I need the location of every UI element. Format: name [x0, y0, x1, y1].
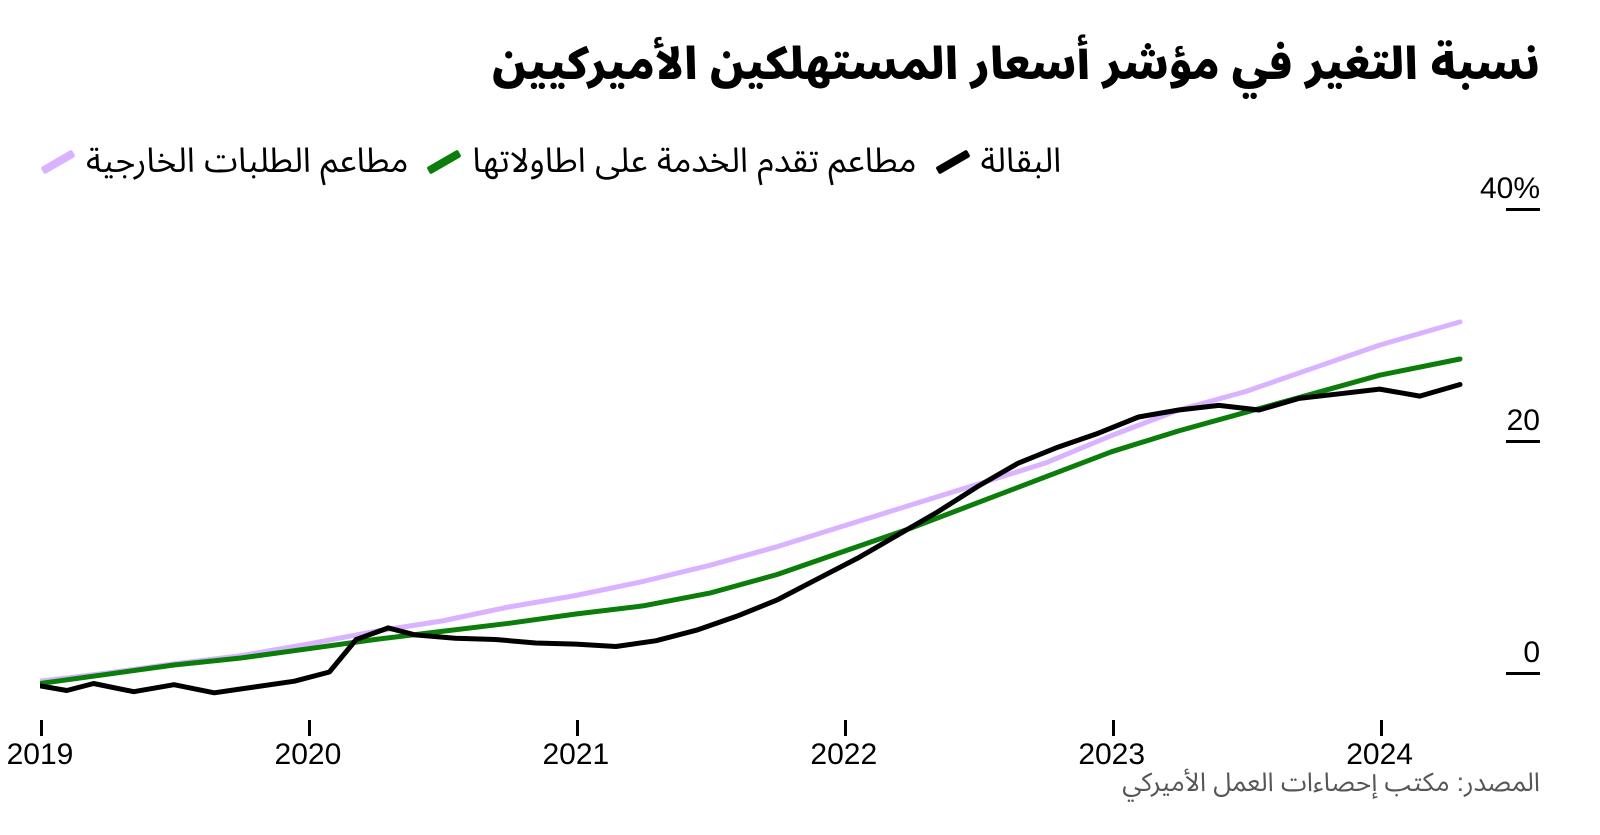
chart-title: نسبة التغير في مؤشر أسعار المستهلكين الأ… — [40, 20, 1540, 112]
chart-svg — [40, 206, 1540, 796]
chart-source: المصدر: مكتب إحصاءات العمل الأميركي — [1122, 756, 1540, 811]
x-axis-label: 2019 — [7, 738, 74, 772]
legend-item: مطاعم الطلبات الخارجية — [40, 126, 408, 198]
y-tick-mark — [1506, 672, 1540, 675]
legend-label: مطاعم الطلبات الخارجية — [86, 126, 408, 198]
chart-container: نسبة التغير في مؤشر أسعار المستهلكين الأ… — [0, 0, 1600, 835]
x-tick-mark — [1380, 720, 1383, 736]
legend-swatch — [40, 150, 75, 175]
x-tick-mark — [308, 720, 311, 736]
series-line — [40, 322, 1460, 681]
legend-swatch — [427, 150, 462, 175]
x-tick-mark — [40, 720, 43, 736]
x-axis-label: 2021 — [542, 738, 609, 772]
y-axis-label: 20 — [1507, 404, 1540, 438]
x-tick-mark — [1112, 720, 1115, 736]
y-tick-mark — [1506, 440, 1540, 443]
chart-plot-area: 02040%201920202021202220232024 — [40, 206, 1540, 796]
x-tick-mark — [576, 720, 579, 736]
series-line — [40, 385, 1460, 693]
x-tick-mark — [844, 720, 847, 736]
legend-item: مطاعم تقدم الخدمة على اطاولاتها — [426, 126, 916, 198]
x-axis-label: 2020 — [275, 738, 342, 772]
legend-label: البقالة — [981, 126, 1062, 198]
y-tick-mark — [1506, 208, 1540, 211]
legend-swatch — [935, 150, 970, 175]
y-axis-label: 0 — [1523, 636, 1540, 670]
legend-label: مطاعم تقدم الخدمة على اطاولاتها — [472, 126, 916, 198]
legend-item: البقالة — [935, 126, 1062, 198]
x-axis-label: 2022 — [810, 738, 877, 772]
legend: مطاعم الطلبات الخارجية مطاعم تقدم الخدمة … — [40, 126, 1540, 198]
y-axis-label: 40% — [1480, 172, 1540, 206]
